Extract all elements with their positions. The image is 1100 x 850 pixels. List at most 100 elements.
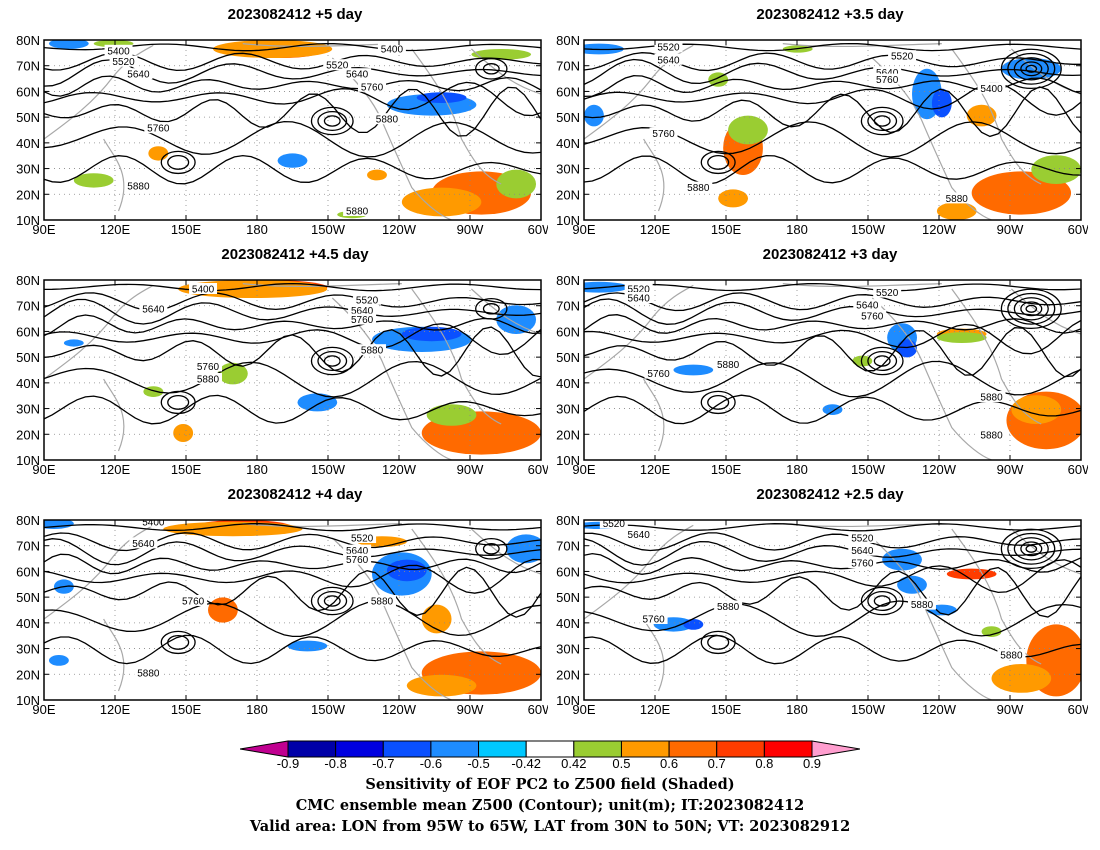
shading-blob <box>401 187 482 217</box>
shading-blob <box>73 173 114 188</box>
lat-label: 50N <box>16 110 40 125</box>
contour-label: 5640 <box>127 70 150 81</box>
contour-label: 5640 <box>657 55 680 66</box>
lat-label: 40N <box>556 616 580 631</box>
map-frame <box>583 519 1082 701</box>
contour-ring <box>482 63 500 75</box>
contour-label-bg <box>848 544 877 556</box>
lon-label: 150W <box>851 462 886 477</box>
contour-label: 5880 <box>127 181 150 192</box>
contour-label-bg <box>144 122 173 134</box>
colorbar-box <box>716 740 765 758</box>
contour-line <box>584 327 1081 378</box>
lat-label: 40N <box>16 376 40 391</box>
contour-line <box>584 532 1081 552</box>
contour-ring <box>860 106 904 136</box>
colorbar-label: -0.7 <box>372 756 395 771</box>
lat-label: 80N <box>556 33 580 48</box>
coastline <box>584 284 694 380</box>
colorbar-box <box>573 740 622 758</box>
lon-label: 180 <box>786 462 808 477</box>
contour-ring <box>1025 304 1038 313</box>
contour-label-bg <box>684 181 713 193</box>
lat-label: 60N <box>16 564 40 579</box>
contour-line <box>44 298 541 325</box>
contour-line <box>584 552 1081 575</box>
contour-label: 5880 <box>1000 651 1023 662</box>
contour-line <box>44 634 541 665</box>
contour-ring <box>1013 297 1049 321</box>
contour-label-bg <box>124 68 153 80</box>
contour-label: 5400 <box>980 84 1003 95</box>
contour-ring <box>1020 541 1043 557</box>
shading-blob <box>897 339 917 358</box>
lat-label: 80N <box>556 513 580 528</box>
coastline <box>643 618 665 692</box>
contour-label-bg <box>358 80 387 92</box>
contour-line <box>584 298 1081 325</box>
lat-label: 70N <box>16 299 40 314</box>
contour-label-bg <box>194 360 223 372</box>
contour-ring <box>1000 288 1062 329</box>
map-frame <box>43 39 542 221</box>
contour-label: 5520 <box>657 43 680 54</box>
contour-label-bg <box>353 293 382 305</box>
contour-label-bg <box>848 557 877 569</box>
contour-label-bg <box>649 127 678 139</box>
lon-label: 120E <box>640 702 671 717</box>
coastline <box>44 44 154 140</box>
contour-label: 5520 <box>851 534 874 545</box>
shading-blob <box>63 339 84 347</box>
lat-label: 80N <box>16 273 40 288</box>
contour-label-bg <box>124 179 153 191</box>
contour-label: 5880 <box>911 600 934 611</box>
contour-ring <box>700 630 736 655</box>
lon-label: 120E <box>640 222 671 237</box>
contour-ring <box>167 394 190 410</box>
lon-label: 120W <box>382 702 417 717</box>
contour-label-bg <box>639 613 668 624</box>
contour-label: 5880 <box>361 346 384 357</box>
contour-line <box>44 553 541 575</box>
colorbar-box <box>430 740 480 758</box>
colorbar-box <box>287 740 337 758</box>
lon-label: 90W <box>997 462 1024 477</box>
contour-label: 5520 <box>891 52 914 63</box>
contour-ring <box>323 355 341 367</box>
coastline <box>411 48 502 185</box>
colorbar-min-triangle <box>240 740 289 758</box>
contour-ring <box>867 111 898 132</box>
contour-ring <box>860 586 904 616</box>
contour-ring <box>1007 292 1056 325</box>
lat-label: 20N <box>556 187 580 202</box>
lon-label: 60W <box>528 222 548 237</box>
lon-label: 120W <box>382 462 417 477</box>
lat-label: 40N <box>556 376 580 391</box>
shading-blob <box>584 104 604 127</box>
lon-label: 180 <box>786 222 808 237</box>
lon-label: 90W <box>457 222 484 237</box>
lon-label: 150E <box>711 462 742 477</box>
contour-ring <box>707 154 730 170</box>
contour-ring <box>1000 528 1062 569</box>
contour-label: 5760 <box>652 129 675 140</box>
contour-line <box>584 58 1081 85</box>
lat-label: 40N <box>556 136 580 151</box>
lat-label: 60N <box>16 84 40 99</box>
contour-label-bg <box>873 66 902 78</box>
shading-blob <box>1011 395 1062 424</box>
contour-label: 5760 <box>851 559 874 570</box>
contour-label: 5880 <box>980 430 1003 441</box>
lon-label: 90E <box>572 222 595 237</box>
contour-label: 5880 <box>980 393 1003 404</box>
lat-label: 30N <box>16 162 40 177</box>
contour-line <box>44 538 541 566</box>
colorbar-label: 0.5 <box>612 756 631 771</box>
contour-label-bg <box>853 299 882 311</box>
contour-label-bg <box>377 43 406 54</box>
contour-ring <box>482 303 500 315</box>
colorbar <box>240 740 860 758</box>
shading-blob <box>471 49 532 60</box>
contour-label-bg <box>977 82 1006 94</box>
shading-blob <box>936 202 977 220</box>
